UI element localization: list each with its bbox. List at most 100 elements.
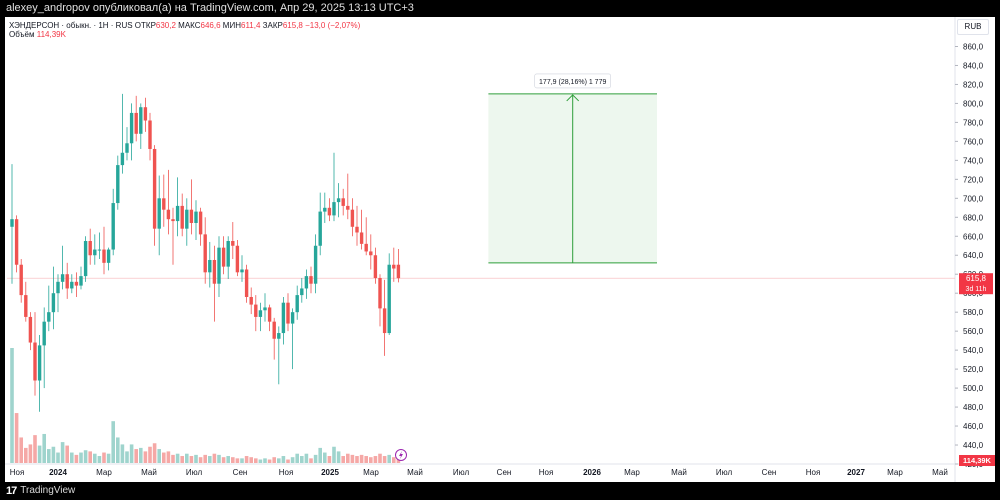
x-tick-label: Сен (497, 468, 512, 477)
candle-body (148, 120, 152, 149)
x-tick-label: Мар (363, 468, 379, 477)
volume-bar (295, 453, 299, 463)
candle-body (295, 295, 299, 313)
candle-body (143, 107, 148, 121)
candle-body (79, 276, 83, 286)
x-tick-label: Июл (186, 468, 203, 477)
candle-body (194, 211, 198, 223)
volume-bar (166, 451, 171, 463)
last-price-tag (959, 273, 993, 295)
candle-body (258, 310, 263, 317)
volume-bar (65, 445, 69, 463)
candle-body (162, 198, 166, 210)
volume-bar (336, 451, 341, 463)
candle-body (373, 255, 378, 279)
tradingview-brand: TradingView (20, 485, 76, 496)
x-tick-label: 2024 (49, 468, 67, 477)
candle-body (157, 198, 161, 229)
chart-panel[interactable]: 860,0 840,0 820,0 800,0 780,0 760,0 740,0 720,0… (5, 17, 995, 482)
volume-bar (70, 452, 74, 463)
candle-body (226, 241, 230, 267)
candle-body (47, 312, 51, 322)
candle-body (88, 241, 92, 256)
candle-body (198, 211, 203, 235)
volume-bar (359, 454, 364, 463)
volume-bar (56, 452, 60, 463)
candle-body (235, 245, 240, 273)
volume-bar (28, 444, 33, 463)
candle-body (364, 243, 368, 252)
volume-bar (369, 457, 373, 463)
candle-body (37, 345, 42, 381)
volume-bar (281, 456, 286, 463)
volume-bar (203, 454, 207, 463)
candle-body (327, 207, 332, 216)
candle-body (272, 321, 276, 339)
candle-body (106, 249, 111, 263)
candle-body (336, 198, 341, 203)
volume-bar (382, 456, 387, 463)
candle-body (286, 302, 290, 324)
x-tick-label: Мар (624, 468, 640, 477)
volume-bar (267, 459, 272, 463)
candle-body (341, 198, 345, 206)
y-tick-label: 440,0 (963, 441, 984, 450)
legend-volume-label[interactable]: Объём (9, 30, 35, 39)
candle-body (171, 219, 175, 222)
candle-body (244, 269, 249, 297)
volume-bar (392, 457, 396, 463)
volume-bar (120, 444, 125, 463)
currency-selector[interactable]: RUB (957, 19, 989, 35)
candlestick-chart[interactable]: 860,0 840,0 820,0 800,0 780,0 760,0 740,0 720,0… (5, 17, 995, 482)
volume-bar (226, 456, 230, 463)
y-tick-label: 560,0 (963, 327, 984, 336)
candle-body (249, 296, 253, 305)
legend-low-label: МИН (222, 21, 241, 30)
legend-open-value: 630,2 (155, 21, 176, 30)
candle-body (175, 205, 180, 222)
volume-bar (111, 421, 115, 463)
candle-body (74, 281, 79, 286)
candle-body (231, 241, 235, 246)
volume-bar (208, 456, 212, 463)
candle-body (19, 264, 23, 296)
volume-bar (60, 442, 65, 463)
candle-body (254, 304, 258, 317)
candle-body (60, 274, 65, 282)
y-tick-label: 520,0 (963, 365, 984, 374)
volume-bar (304, 453, 309, 463)
candle-body (51, 293, 56, 313)
y-tick-label: 720,0 (963, 175, 984, 184)
y-tick-label: 740,0 (963, 156, 984, 165)
legend-close-label: ЗАКР (262, 21, 283, 30)
tradingview-logo[interactable]: 17 TradingView (6, 482, 75, 500)
x-tick-label: 2025 (321, 468, 339, 477)
x-tick-label: Май (932, 468, 948, 477)
candle-body (350, 209, 355, 227)
candle-body (392, 264, 396, 269)
candle-body (70, 281, 74, 289)
volume-bar (14, 413, 19, 463)
volume-tag (959, 455, 995, 466)
y-tick-label: 580,0 (963, 308, 984, 317)
volume-bar (102, 452, 106, 463)
y-tick-label: 760,0 (963, 137, 984, 146)
candle-body (189, 209, 194, 223)
candle-body (14, 219, 19, 265)
volume-bar (244, 456, 249, 463)
volume-bar (355, 456, 359, 463)
volume-bar (212, 453, 217, 463)
legend-open-label: ОТКР (134, 21, 156, 30)
x-tick-label: Мар (96, 468, 112, 477)
volume-bar (143, 451, 148, 463)
y-tick-label: 640,0 (963, 251, 984, 260)
candle-body (323, 207, 327, 212)
candle-body (185, 209, 189, 229)
candle-body (208, 259, 212, 273)
volume-bar (254, 458, 258, 463)
candle-body (309, 276, 313, 284)
legend-symbol[interactable]: ХЭНДЕРСОН · обыкн. · 1Н · RUS (9, 21, 133, 30)
volume-bar (378, 453, 382, 463)
candle-body (134, 112, 138, 134)
candle-body (180, 205, 184, 229)
